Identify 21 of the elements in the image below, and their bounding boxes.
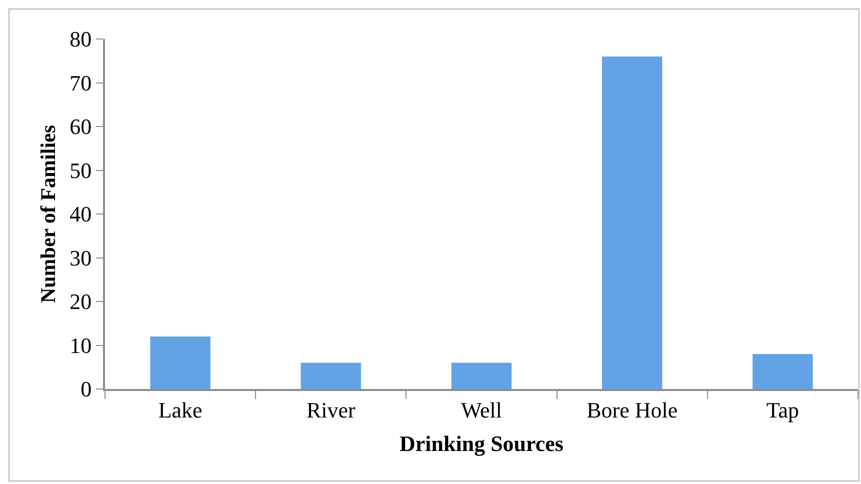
y-tick-label: 60 [70, 114, 92, 140]
y-tick-label: 30 [70, 245, 92, 270]
y-axis-title: Number of Families [36, 124, 60, 304]
y-tick-label: 80 [70, 26, 92, 52]
bar [150, 336, 210, 389]
bar [752, 354, 813, 389]
bar [300, 362, 362, 389]
y-tick-label: 50 [70, 158, 92, 183]
y-tick-label: 70 [70, 70, 92, 96]
y-tick-label: 0 [80, 376, 92, 402]
y-tick-label: 40 [70, 202, 92, 227]
x-tick-label: Tap [766, 397, 800, 422]
bar [451, 362, 512, 389]
x-axis-title: Drinking Sources [399, 430, 564, 456]
x-tick-label: River [306, 397, 356, 422]
x-tick-label: Lake [158, 397, 202, 422]
x-tick-label: Bore Hole [586, 397, 678, 422]
bar [602, 56, 662, 389]
y-tick-label: 10 [70, 332, 92, 358]
y-tick-label: 20 [70, 289, 92, 314]
x-tick-label: Well [461, 397, 502, 422]
